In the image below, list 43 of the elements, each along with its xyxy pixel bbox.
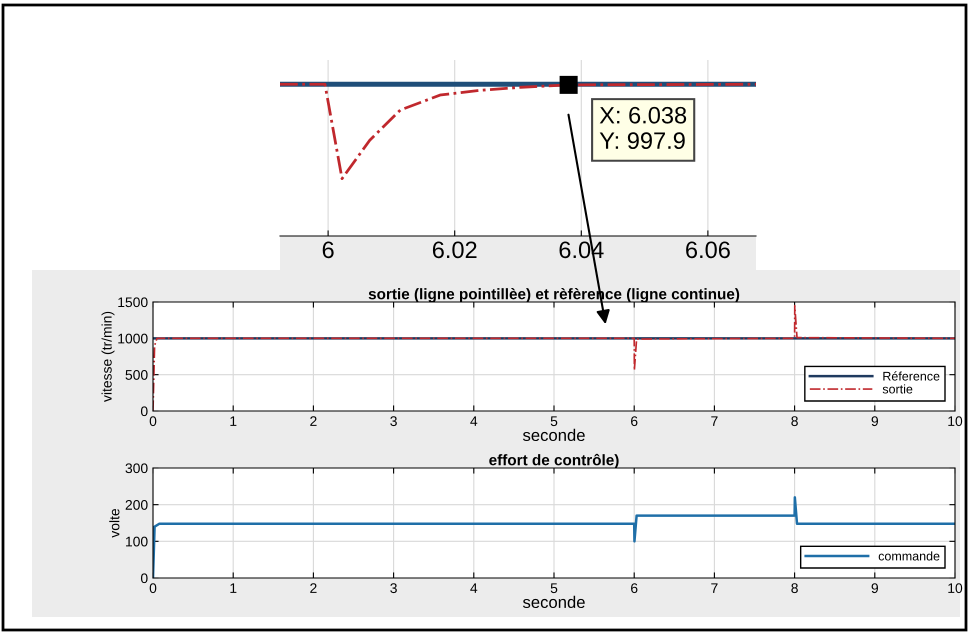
legend-label: commande bbox=[878, 551, 940, 561]
x-tick-label: 4 bbox=[470, 416, 478, 426]
x-tick-label: 6.02 bbox=[432, 241, 476, 258]
x-tick-label: 9 bbox=[872, 416, 878, 426]
y-tick-label: 0 bbox=[140, 406, 148, 416]
x-tick-label: 6.06 bbox=[686, 241, 730, 258]
x-axis-title: seconde bbox=[522, 596, 585, 608]
legend-label: sortie bbox=[882, 384, 912, 394]
x-tick-label: 0 bbox=[150, 583, 156, 594]
x-tick-label: 9 bbox=[872, 583, 878, 594]
x-tick-label: 5 bbox=[550, 416, 558, 426]
y-tick-label: 1500 bbox=[118, 297, 148, 308]
legend-label: Réference bbox=[883, 371, 940, 381]
x-tick-label: 7 bbox=[711, 583, 718, 593]
y-axis-title: volte bbox=[109, 508, 120, 538]
x-tick-label: 6 bbox=[631, 416, 638, 426]
chart-title: effort de contrôle) bbox=[489, 454, 619, 468]
y-tick-label: 300 bbox=[126, 463, 148, 474]
x-tick-label: 8 bbox=[791, 583, 798, 594]
x-tick-label: 4 bbox=[470, 583, 478, 593]
x-tick-label: 1 bbox=[230, 583, 236, 593]
y-tick-label: 200 bbox=[126, 500, 148, 510]
x-tick-label: 8 bbox=[791, 416, 798, 426]
y-tick-label: 500 bbox=[126, 370, 148, 380]
y-tick-label: 1000 bbox=[118, 334, 148, 344]
line-series bbox=[153, 304, 955, 411]
x-tick-label: 2 bbox=[310, 416, 317, 426]
x-tick-label: 7 bbox=[711, 416, 718, 426]
x-tick-label: 10 bbox=[948, 416, 962, 426]
x-tick-label: 10 bbox=[948, 583, 962, 594]
x-tick-label: 6 bbox=[631, 583, 638, 594]
annotation: X: 6.038 Y: 997.9 bbox=[600, 106, 686, 150]
x-axis-title: seconde bbox=[522, 428, 585, 442]
y-tick-label: 0 bbox=[140, 573, 148, 584]
x-tick-label: 5 bbox=[550, 583, 558, 594]
x-tick-label: 3 bbox=[390, 583, 397, 594]
x-tick-label: 1 bbox=[230, 416, 236, 426]
y-tick-label: 100 bbox=[126, 536, 148, 547]
x-tick-label: 0 bbox=[150, 416, 156, 426]
x-tick-label: 3 bbox=[390, 416, 397, 426]
y-axis-title: vitesse (tr/min) bbox=[102, 312, 114, 402]
x-tick-label: 6 bbox=[322, 241, 334, 258]
x-tick-label: 2 bbox=[310, 583, 317, 593]
